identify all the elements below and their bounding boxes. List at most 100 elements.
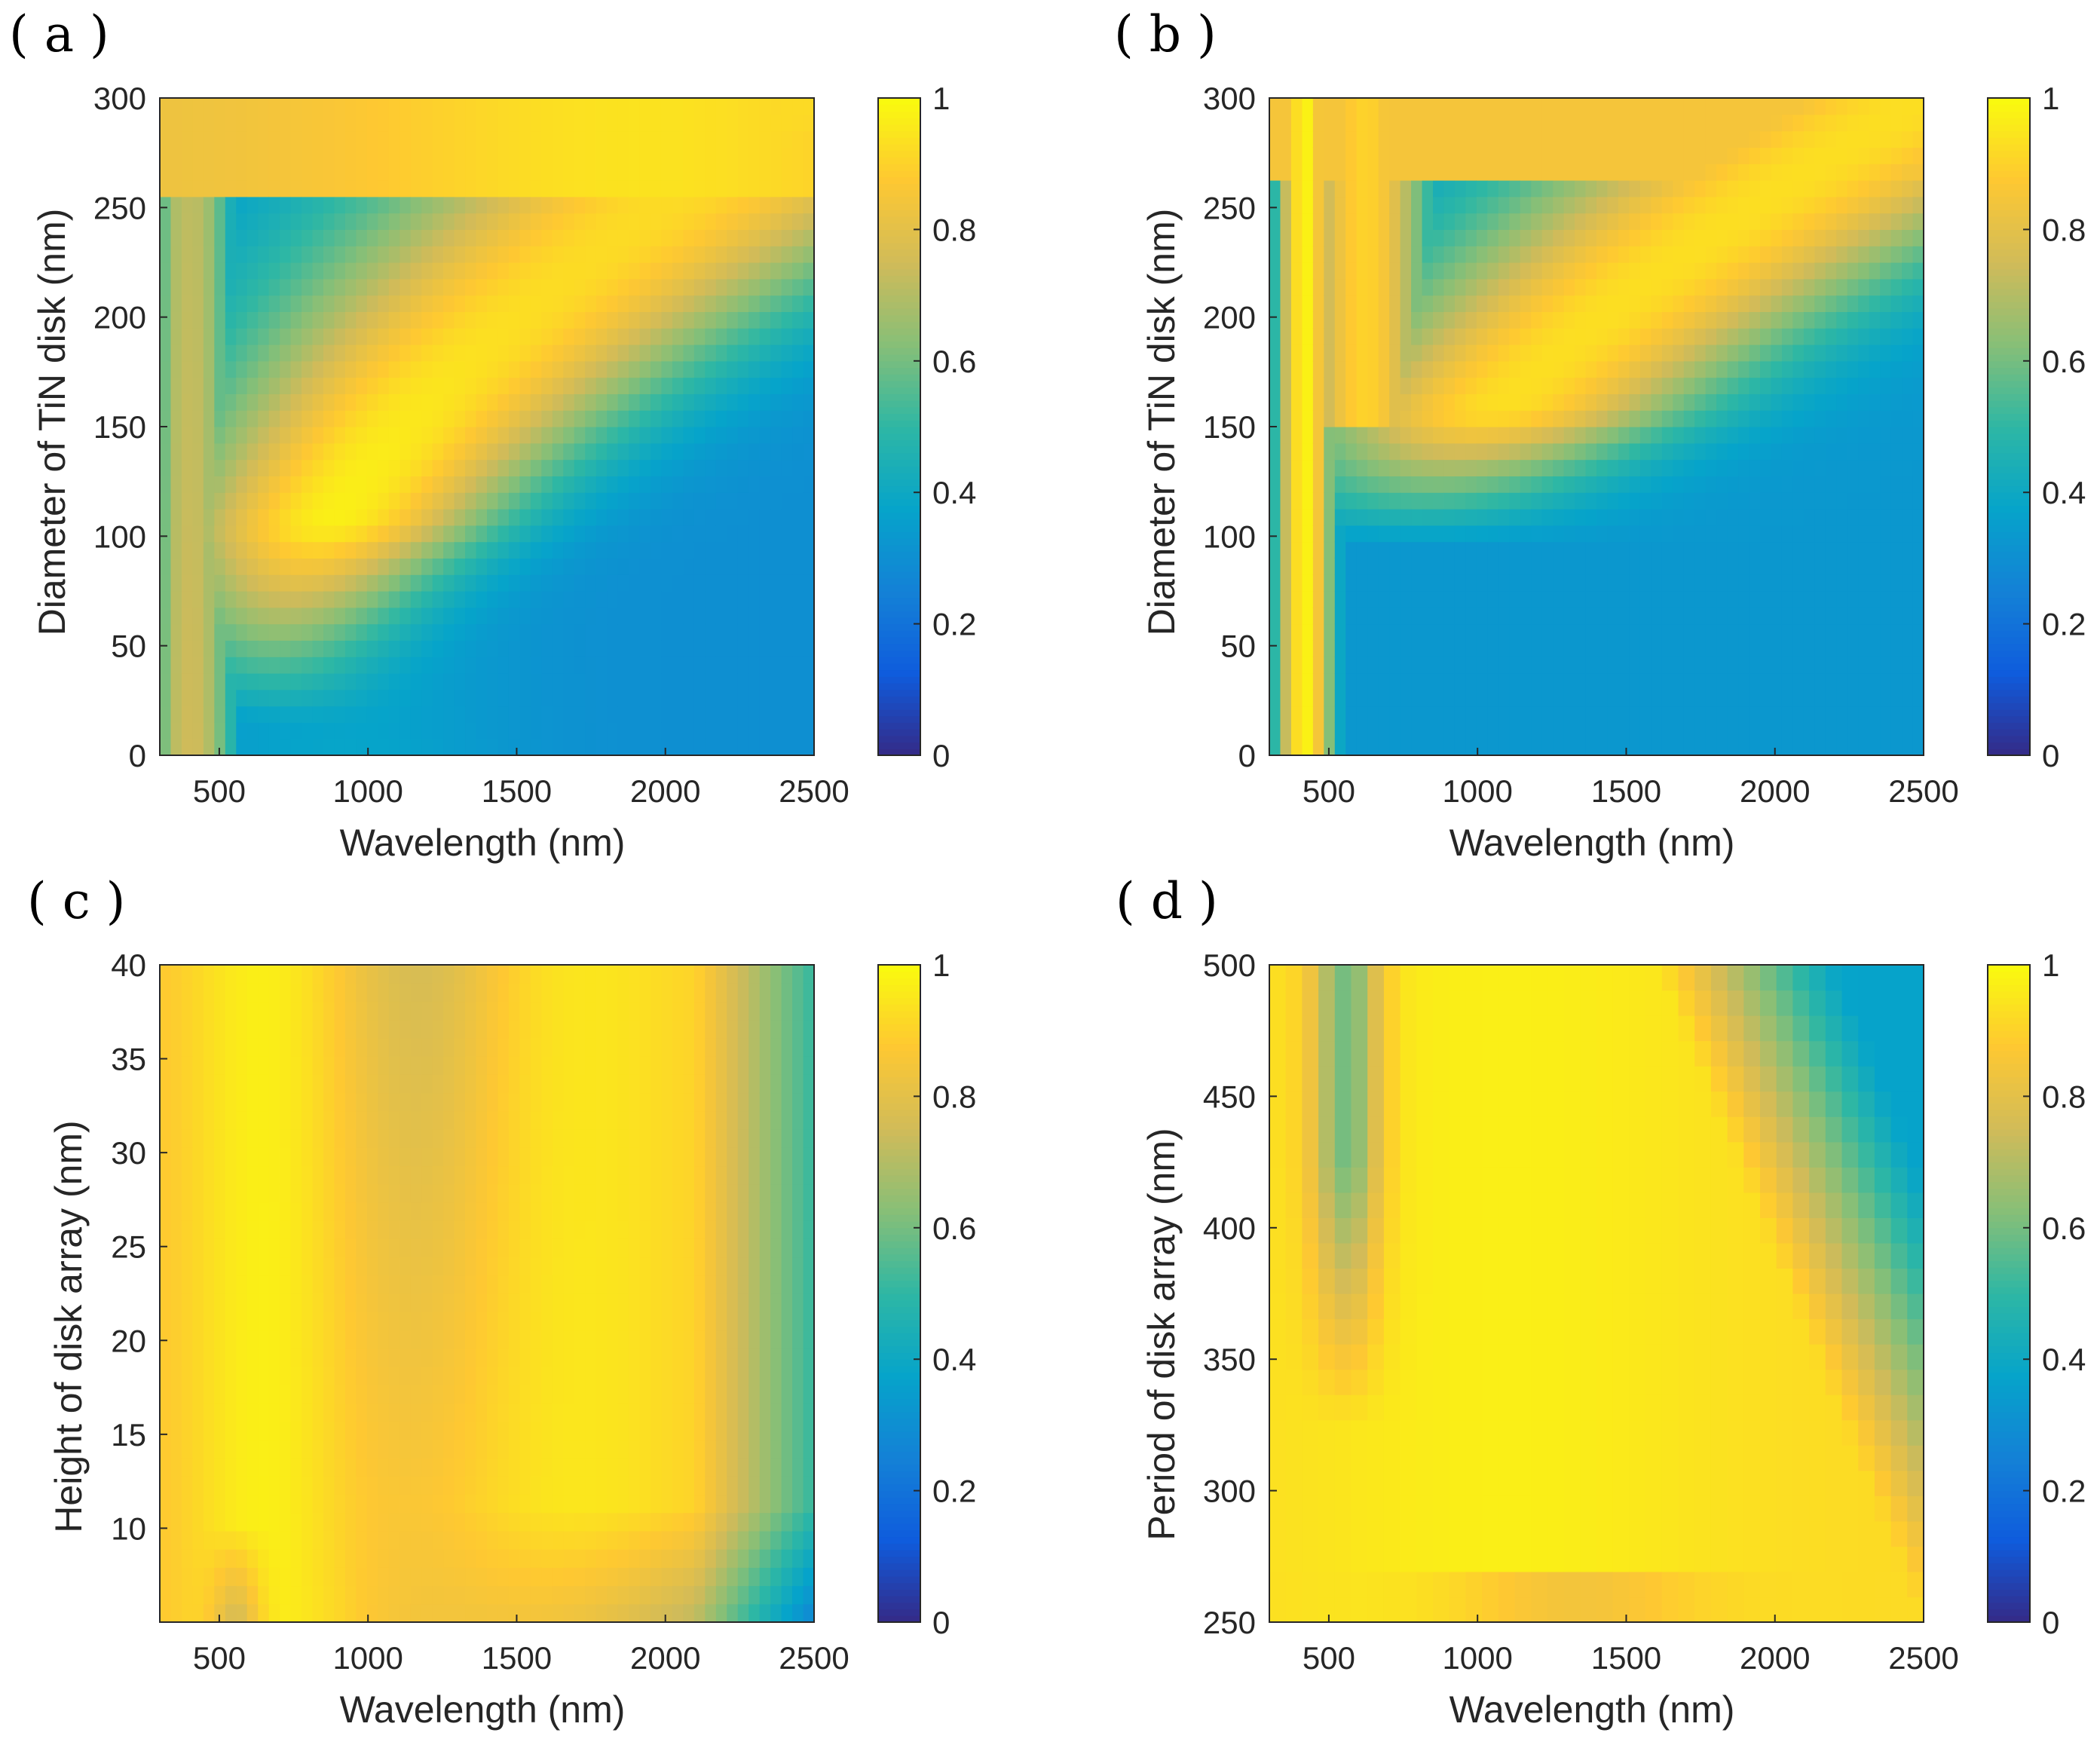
heatmap-cell — [1727, 574, 1739, 592]
heatmap-cell — [454, 476, 466, 493]
heatmap-cell — [574, 360, 586, 378]
heatmap-cell — [705, 229, 717, 246]
heatmap-cell — [487, 722, 499, 739]
heatmap-cell — [1902, 574, 1914, 592]
heatmap-cell — [399, 722, 412, 739]
heatmap-cell — [585, 492, 597, 510]
heatmap-cell — [661, 558, 673, 575]
heatmap-cell — [399, 706, 412, 723]
heatmap-cell — [268, 442, 280, 461]
heatmap-cell — [1749, 574, 1761, 592]
heatmap-cell — [1367, 328, 1379, 345]
heatmap-cell — [1509, 278, 1521, 296]
colorbar-segment — [878, 347, 920, 355]
heatmap-cell — [1596, 278, 1609, 296]
heatmap-cell — [1814, 541, 1826, 559]
heatmap-cell — [672, 311, 684, 329]
heatmap-cell — [595, 147, 608, 164]
heatmap-cell — [1803, 278, 1815, 296]
heatmap-cell — [1280, 689, 1292, 707]
heatmap-cell — [1781, 196, 1793, 214]
heatmap-cell — [1476, 180, 1488, 197]
heatmap-cell — [1814, 213, 1826, 230]
heatmap-cell — [1476, 278, 1488, 296]
heatmap-cell — [290, 246, 302, 263]
heatmap-cell — [302, 706, 314, 723]
heatmap-cell — [246, 509, 259, 526]
heatmap-cell — [737, 213, 749, 230]
heatmap-cell — [1367, 164, 1379, 181]
heatmap-cell — [661, 541, 673, 559]
heatmap-cell — [639, 673, 651, 690]
heatmap-cell — [1356, 706, 1368, 723]
heatmap-cell — [781, 130, 793, 148]
heatmap-cell — [1312, 295, 1324, 312]
heatmap-cell — [683, 213, 695, 230]
heatmap-cell — [737, 640, 749, 657]
heatmap-cell — [410, 328, 422, 345]
heatmap-cell — [1727, 640, 1739, 657]
heatmap-cell — [541, 180, 553, 197]
heatmap-cell — [280, 476, 292, 493]
heatmap-cell — [574, 180, 586, 197]
heatmap-cell — [388, 657, 400, 674]
heatmap-cell — [563, 393, 575, 411]
heatmap-cell — [651, 130, 663, 148]
heatmap-cell — [1324, 541, 1336, 559]
heatmap-cell — [574, 541, 586, 559]
heatmap-cell — [639, 164, 651, 181]
heatmap-cell — [1575, 246, 1587, 263]
heatmap-cell — [1738, 492, 1750, 510]
heatmap-cell — [1280, 541, 1292, 559]
heatmap-cell — [170, 739, 182, 756]
heatmap-cell — [1433, 213, 1445, 230]
heatmap-cell — [595, 739, 608, 756]
heatmap-cell — [792, 427, 804, 444]
heatmap-cell — [1520, 574, 1532, 592]
heatmap-cell — [1639, 525, 1652, 543]
heatmap-cell — [432, 114, 444, 132]
heatmap-cell — [1367, 673, 1379, 690]
heatmap-cell — [421, 442, 433, 461]
heatmap-cell — [629, 295, 641, 312]
heatmap-cell — [203, 180, 215, 197]
heatmap-cell — [759, 574, 771, 592]
heatmap-cell — [1651, 442, 1663, 461]
heatmap-cell — [715, 344, 727, 362]
heatmap-cell — [181, 476, 193, 493]
heatmap-cell — [1345, 164, 1358, 181]
heatmap-cell — [1411, 492, 1423, 510]
heatmap-cell — [1912, 459, 1924, 476]
heatmap-cell — [487, 344, 499, 362]
heatmap-cell — [1661, 706, 1673, 723]
heatmap-cell — [1880, 442, 1892, 461]
heatmap-cell — [1422, 278, 1434, 296]
heatmap-cell — [454, 180, 466, 197]
heatmap-cell — [1498, 410, 1510, 427]
heatmap-cell — [1749, 476, 1761, 493]
heatmap-cell — [705, 476, 717, 493]
heatmap-cell — [1389, 541, 1401, 559]
heatmap-cell — [476, 229, 488, 246]
heatmap-cell — [737, 328, 749, 345]
heatmap-cell — [508, 657, 520, 674]
heatmap-cell — [1912, 525, 1924, 543]
heatmap-cell — [1411, 246, 1423, 263]
heatmap-cell — [160, 623, 172, 641]
heatmap-cell — [443, 476, 455, 493]
heatmap-cell — [1890, 476, 1903, 493]
heatmap-cell — [792, 673, 804, 690]
heatmap-cell — [1618, 689, 1630, 707]
heatmap-cell — [1771, 459, 1783, 476]
heatmap-cell — [541, 427, 553, 444]
heatmap-cell — [737, 442, 749, 461]
heatmap-cell — [1498, 130, 1510, 148]
heatmap-cell — [160, 558, 172, 575]
heatmap-cell — [1553, 213, 1565, 230]
heatmap-cell — [1290, 393, 1303, 411]
heatmap-cell — [1694, 410, 1707, 427]
heatmap-cell — [1422, 410, 1434, 427]
heatmap-cell — [1465, 558, 1477, 575]
heatmap-cell — [1858, 262, 1870, 280]
heatmap-cell — [1847, 459, 1859, 476]
